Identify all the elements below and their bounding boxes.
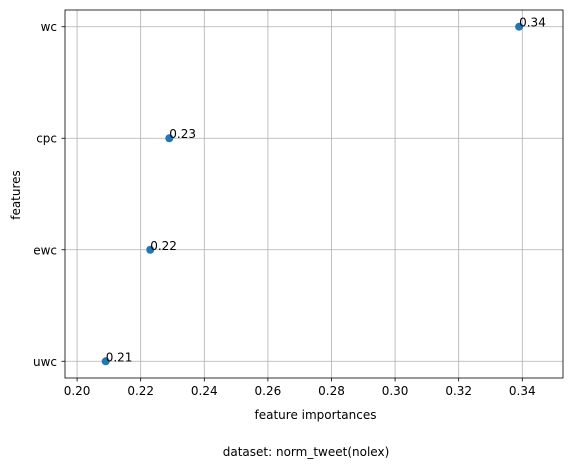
x-axis-label: feature importances <box>255 408 377 422</box>
x-tick-label: 0.28 <box>318 384 345 398</box>
plot-frame <box>64 9 564 379</box>
labels-layer: 0.21 0.22 0.23 0.34 <box>106 16 546 365</box>
x-tick-label: 0.30 <box>382 384 409 398</box>
data-label-ewc: 0.22 <box>150 239 177 253</box>
data-point-uwc <box>101 357 110 366</box>
axes-layer: 0.20 0.22 0.24 0.26 0.28 0.30 0.32 0.34 uwc ewc cp… <box>33 9 564 398</box>
data-point-ewc <box>146 245 155 254</box>
grid-layer <box>65 10 563 378</box>
x-tick-label: 0.32 <box>445 384 472 398</box>
x-tick-label: 0.34 <box>509 384 536 398</box>
x-tick-label: 0.24 <box>191 384 218 398</box>
y-axis-label: features <box>9 170 23 220</box>
points-layer <box>101 22 524 366</box>
y-tick-label-wc: wc <box>41 20 57 34</box>
x-tick-label: 0.20 <box>64 384 91 398</box>
y-tick-label-uwc: uwc <box>33 355 57 369</box>
x-tick-label: 0.22 <box>127 384 154 398</box>
data-label-cpc: 0.23 <box>169 127 196 141</box>
y-tick-label-cpc: cpc <box>36 132 57 146</box>
x-tick-label: 0.26 <box>255 384 282 398</box>
data-point-wc <box>515 22 524 31</box>
data-label-uwc: 0.21 <box>106 350 133 364</box>
y-tick-label-ewc: ewc <box>33 243 57 257</box>
caption-text: dataset: norm_tweet(nolex) <box>223 445 390 459</box>
data-point-cpc <box>165 134 174 143</box>
data-label-wc: 0.34 <box>519 16 546 30</box>
